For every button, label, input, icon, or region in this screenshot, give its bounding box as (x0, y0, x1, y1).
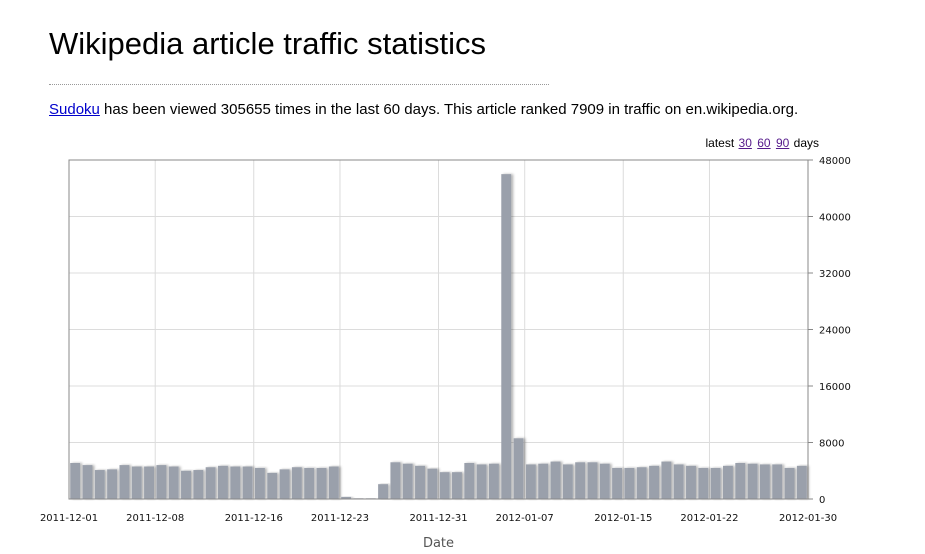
bar-2011-12-04 (107, 469, 118, 499)
bar-2011-12-05 (119, 465, 130, 499)
bar-2012-01-29 (796, 465, 807, 499)
bar-2011-12-02 (82, 465, 93, 499)
range-link-60[interactable]: 60 (757, 136, 771, 150)
x-tick-label: 2012-01-07 (496, 513, 554, 524)
page-title: Wikipedia article traffic statistics (49, 26, 486, 61)
bar-2012-01-23 (722, 465, 733, 499)
bar-2012-01-06 (513, 438, 524, 499)
bar-2011-12-23 (341, 496, 352, 499)
bar-2012-01-15 (624, 467, 635, 499)
range-suffix: days (793, 136, 819, 150)
bar-2011-12-14 (230, 466, 241, 499)
range-selector: latest 30 60 90 days (706, 136, 820, 150)
bar-2012-01-09 (550, 461, 561, 499)
range-link-30[interactable]: 30 (738, 136, 752, 150)
bar-2012-01-14 (612, 467, 623, 499)
bar-2011-12-27 (390, 462, 401, 499)
bar-2011-12-28 (402, 463, 413, 499)
range-prefix: latest (705, 136, 735, 150)
x-tick-label: 2011-12-08 (126, 513, 184, 524)
bar-2011-12-21 (316, 467, 327, 499)
bar-2012-01-28 (784, 467, 795, 499)
summary-text-part-3: in traffic on en.wikipedia.org. (604, 101, 799, 118)
bars (70, 174, 807, 499)
bar-2012-01-25 (747, 463, 758, 499)
y-tick-label: 40000 (819, 213, 851, 224)
grid-lines (69, 160, 808, 499)
y-tick-label: 8000 (819, 439, 844, 450)
bar-2012-01-05 (501, 174, 512, 499)
x-tick-label: 2011-12-23 (311, 513, 369, 524)
bar-2011-12-30 (427, 468, 438, 499)
bar-2012-01-22 (710, 467, 721, 499)
bar-2012-01-03 (476, 464, 487, 499)
traffic-rank: 7909 (570, 101, 605, 118)
x-tick-label: 2012-01-22 (680, 513, 738, 524)
y-axis: 0 8000 16000 24000 32000 40000 48000 (808, 156, 851, 506)
x-tick-label: 2011-12-31 (409, 513, 467, 524)
bar-2012-01-20 (686, 465, 696, 499)
bar-2012-01-01 (452, 472, 462, 499)
bar-2012-01-19 (673, 464, 684, 499)
bar-2011-12-15 (242, 466, 253, 499)
bar-2011-12-17 (267, 472, 278, 499)
bar-2011-12-12 (205, 467, 216, 499)
bar-2011-12-18 (279, 469, 290, 499)
bar-2011-12-29 (415, 465, 425, 499)
bar-2011-12-01 (70, 462, 81, 499)
bar-2012-01-24 (735, 462, 746, 499)
x-axis-label: Date (423, 536, 454, 551)
x-axis: 2011-12-01 2011-12-08 2011-12-16 2011-12-23… (40, 513, 837, 524)
bar-2011-12-19 (291, 467, 302, 499)
bar-2012-01-27 (772, 464, 783, 499)
article-link[interactable]: Sudoku (49, 101, 100, 118)
bar-2012-01-13 (599, 463, 610, 499)
bar-2012-01-02 (464, 462, 475, 499)
bar-2011-12-26 (378, 484, 389, 499)
bar-2012-01-10 (562, 464, 573, 499)
y-tick-label: 48000 (819, 156, 851, 167)
y-tick-label: 0 (819, 495, 825, 506)
bar-2011-12-20 (304, 467, 315, 499)
title-divider (49, 84, 549, 85)
bar-2012-01-07 (525, 464, 536, 499)
summary-text: Sudoku has been viewed 305655 times in t… (49, 101, 798, 118)
y-tick-label: 16000 (819, 382, 851, 393)
bar-2011-12-22 (328, 466, 339, 499)
range-link-90[interactable]: 90 (775, 136, 790, 150)
bar-2012-01-26 (759, 464, 770, 499)
bar-2011-12-09 (168, 466, 179, 499)
x-tick-label: 2012-01-15 (594, 513, 652, 524)
summary-text-part-1: has been viewed (99, 101, 221, 118)
bar-2011-12-03 (94, 470, 105, 499)
bar-2011-12-11 (193, 470, 204, 499)
bar-2012-01-08 (538, 463, 549, 499)
bar-2012-01-16 (636, 467, 647, 499)
bar-2011-12-08 (156, 465, 167, 499)
bar-2011-12-10 (181, 470, 191, 499)
bar-2012-01-21 (698, 467, 709, 499)
bar-2011-12-16 (254, 467, 265, 499)
y-tick-label: 24000 (819, 326, 851, 337)
bar-2012-01-18 (661, 461, 672, 499)
bar-2012-01-04 (488, 463, 499, 499)
x-tick-label: 2011-12-16 (225, 513, 283, 524)
summary-text-part-2: times in the last 60 days. This article … (270, 101, 571, 118)
y-tick-label: 32000 (819, 269, 851, 280)
bar-2012-01-11 (575, 462, 586, 499)
bar-2011-12-07 (144, 466, 155, 499)
view-count: 305655 (220, 101, 271, 118)
bar-2012-01-17 (649, 465, 659, 499)
x-tick-label: 2011-12-01 (40, 513, 98, 524)
traffic-chart: 0 8000 16000 24000 32000 40000 48000 2011-12-0… (40, 156, 851, 551)
x-tick-label: 2012-01-30 (779, 513, 837, 524)
bar-2011-12-31 (439, 472, 450, 499)
bar-2012-01-12 (587, 462, 598, 499)
bar-2011-12-13 (218, 465, 228, 499)
bar-2011-12-06 (131, 466, 142, 499)
